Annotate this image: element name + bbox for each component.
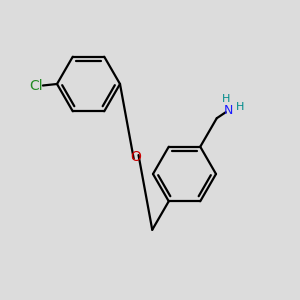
Text: H: H [222,94,230,104]
Text: O: O [131,150,142,164]
Text: N: N [224,104,233,117]
Text: H: H [236,102,244,112]
Text: Cl: Cl [29,79,43,92]
